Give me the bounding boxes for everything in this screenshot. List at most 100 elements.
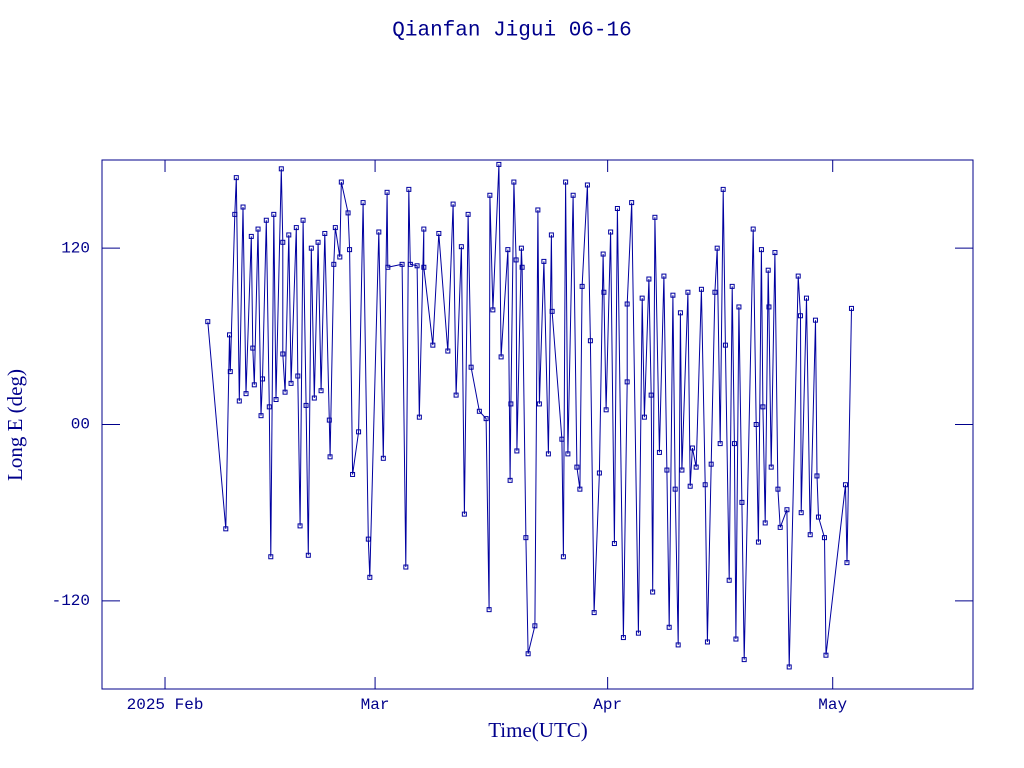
- data-point: [286, 232, 292, 238]
- data-point: [768, 464, 774, 470]
- data-point: [559, 436, 565, 442]
- data-point: [380, 455, 386, 461]
- data-point: [639, 295, 645, 301]
- data-point: [565, 451, 571, 457]
- data-point: [650, 589, 656, 595]
- data-point: [326, 417, 332, 423]
- data-point: [611, 541, 617, 547]
- data-point: [798, 510, 804, 516]
- data-point: [629, 200, 635, 206]
- data-point: [560, 554, 566, 560]
- data-point: [765, 267, 771, 273]
- y-tick-label: -120: [52, 592, 90, 610]
- data-point: [322, 230, 328, 236]
- data-point: [385, 264, 391, 270]
- data-point: [661, 273, 667, 279]
- data-point: [511, 179, 517, 185]
- data-point: [823, 652, 829, 658]
- data-point: [648, 392, 654, 398]
- data-point: [505, 247, 511, 253]
- data-point: [766, 304, 772, 310]
- data-point: [223, 526, 229, 532]
- data-point: [376, 229, 382, 235]
- data-point: [814, 473, 820, 479]
- data-point: [487, 192, 493, 198]
- data-point: [514, 448, 520, 454]
- data-point: [548, 232, 554, 238]
- data-point: [518, 245, 524, 251]
- data-point: [635, 630, 641, 636]
- x-tick-label: Mar: [361, 696, 390, 714]
- data-point: [318, 388, 324, 394]
- data-point: [508, 401, 514, 407]
- data-point: [666, 624, 672, 630]
- data-point: [786, 664, 792, 670]
- data-point: [652, 214, 658, 220]
- data-point: [227, 369, 233, 375]
- data-point: [236, 398, 242, 404]
- data-point: [465, 211, 471, 217]
- data-point: [297, 523, 303, 529]
- data-point: [739, 499, 745, 505]
- data-point: [608, 229, 614, 235]
- data-point: [327, 454, 333, 460]
- data-point: [591, 610, 597, 616]
- data-point: [273, 397, 279, 403]
- data-point: [601, 289, 607, 295]
- data-point: [584, 182, 590, 188]
- data-point: [624, 301, 630, 307]
- data-point: [736, 304, 742, 310]
- data-point: [356, 429, 362, 435]
- data-point: [360, 200, 366, 206]
- data-point: [305, 552, 311, 558]
- data-point: [536, 401, 542, 407]
- plot-area: [205, 161, 854, 670]
- data-point: [525, 651, 531, 657]
- data-point: [227, 332, 233, 338]
- data-point: [844, 560, 850, 566]
- data-point: [476, 408, 482, 414]
- data-point: [303, 402, 309, 408]
- data-point: [507, 477, 513, 483]
- data-point: [458, 244, 464, 250]
- x-axis-label: Time(UTC): [488, 718, 588, 742]
- y-tick-label: 120: [61, 239, 90, 257]
- data-point: [450, 201, 456, 207]
- data-point: [258, 413, 264, 419]
- data-point: [436, 230, 442, 236]
- data-point: [777, 524, 783, 530]
- data-point: [345, 210, 351, 216]
- data-point: [486, 607, 492, 613]
- data-point: [698, 286, 704, 292]
- data-point: [350, 471, 356, 477]
- data-point: [315, 239, 321, 245]
- data-point: [240, 204, 246, 210]
- x-tick-label: 2025 Feb: [127, 696, 204, 714]
- data-point: [603, 407, 609, 413]
- y-tick-label: 00: [71, 416, 90, 434]
- data-point: [803, 295, 809, 301]
- data-point: [848, 305, 854, 311]
- data-point: [468, 364, 474, 370]
- data-point: [784, 507, 790, 513]
- data-point: [421, 264, 427, 270]
- data-point: [720, 186, 726, 192]
- data-point: [753, 422, 759, 427]
- data-point: [347, 247, 353, 253]
- data-point: [414, 263, 420, 269]
- y-axis-label: Long E (deg): [3, 369, 27, 481]
- data-point: [337, 254, 343, 260]
- data-point: [406, 186, 412, 192]
- data-point: [614, 205, 620, 211]
- data-point: [519, 264, 525, 270]
- data-point: [311, 395, 317, 401]
- data-point: [708, 461, 714, 467]
- data-point: [574, 464, 580, 470]
- data-point: [685, 289, 691, 295]
- data-point: [266, 404, 272, 410]
- data-point: [714, 245, 720, 251]
- data-point: [563, 179, 569, 185]
- data-point: [523, 535, 529, 541]
- data-point: [758, 247, 764, 253]
